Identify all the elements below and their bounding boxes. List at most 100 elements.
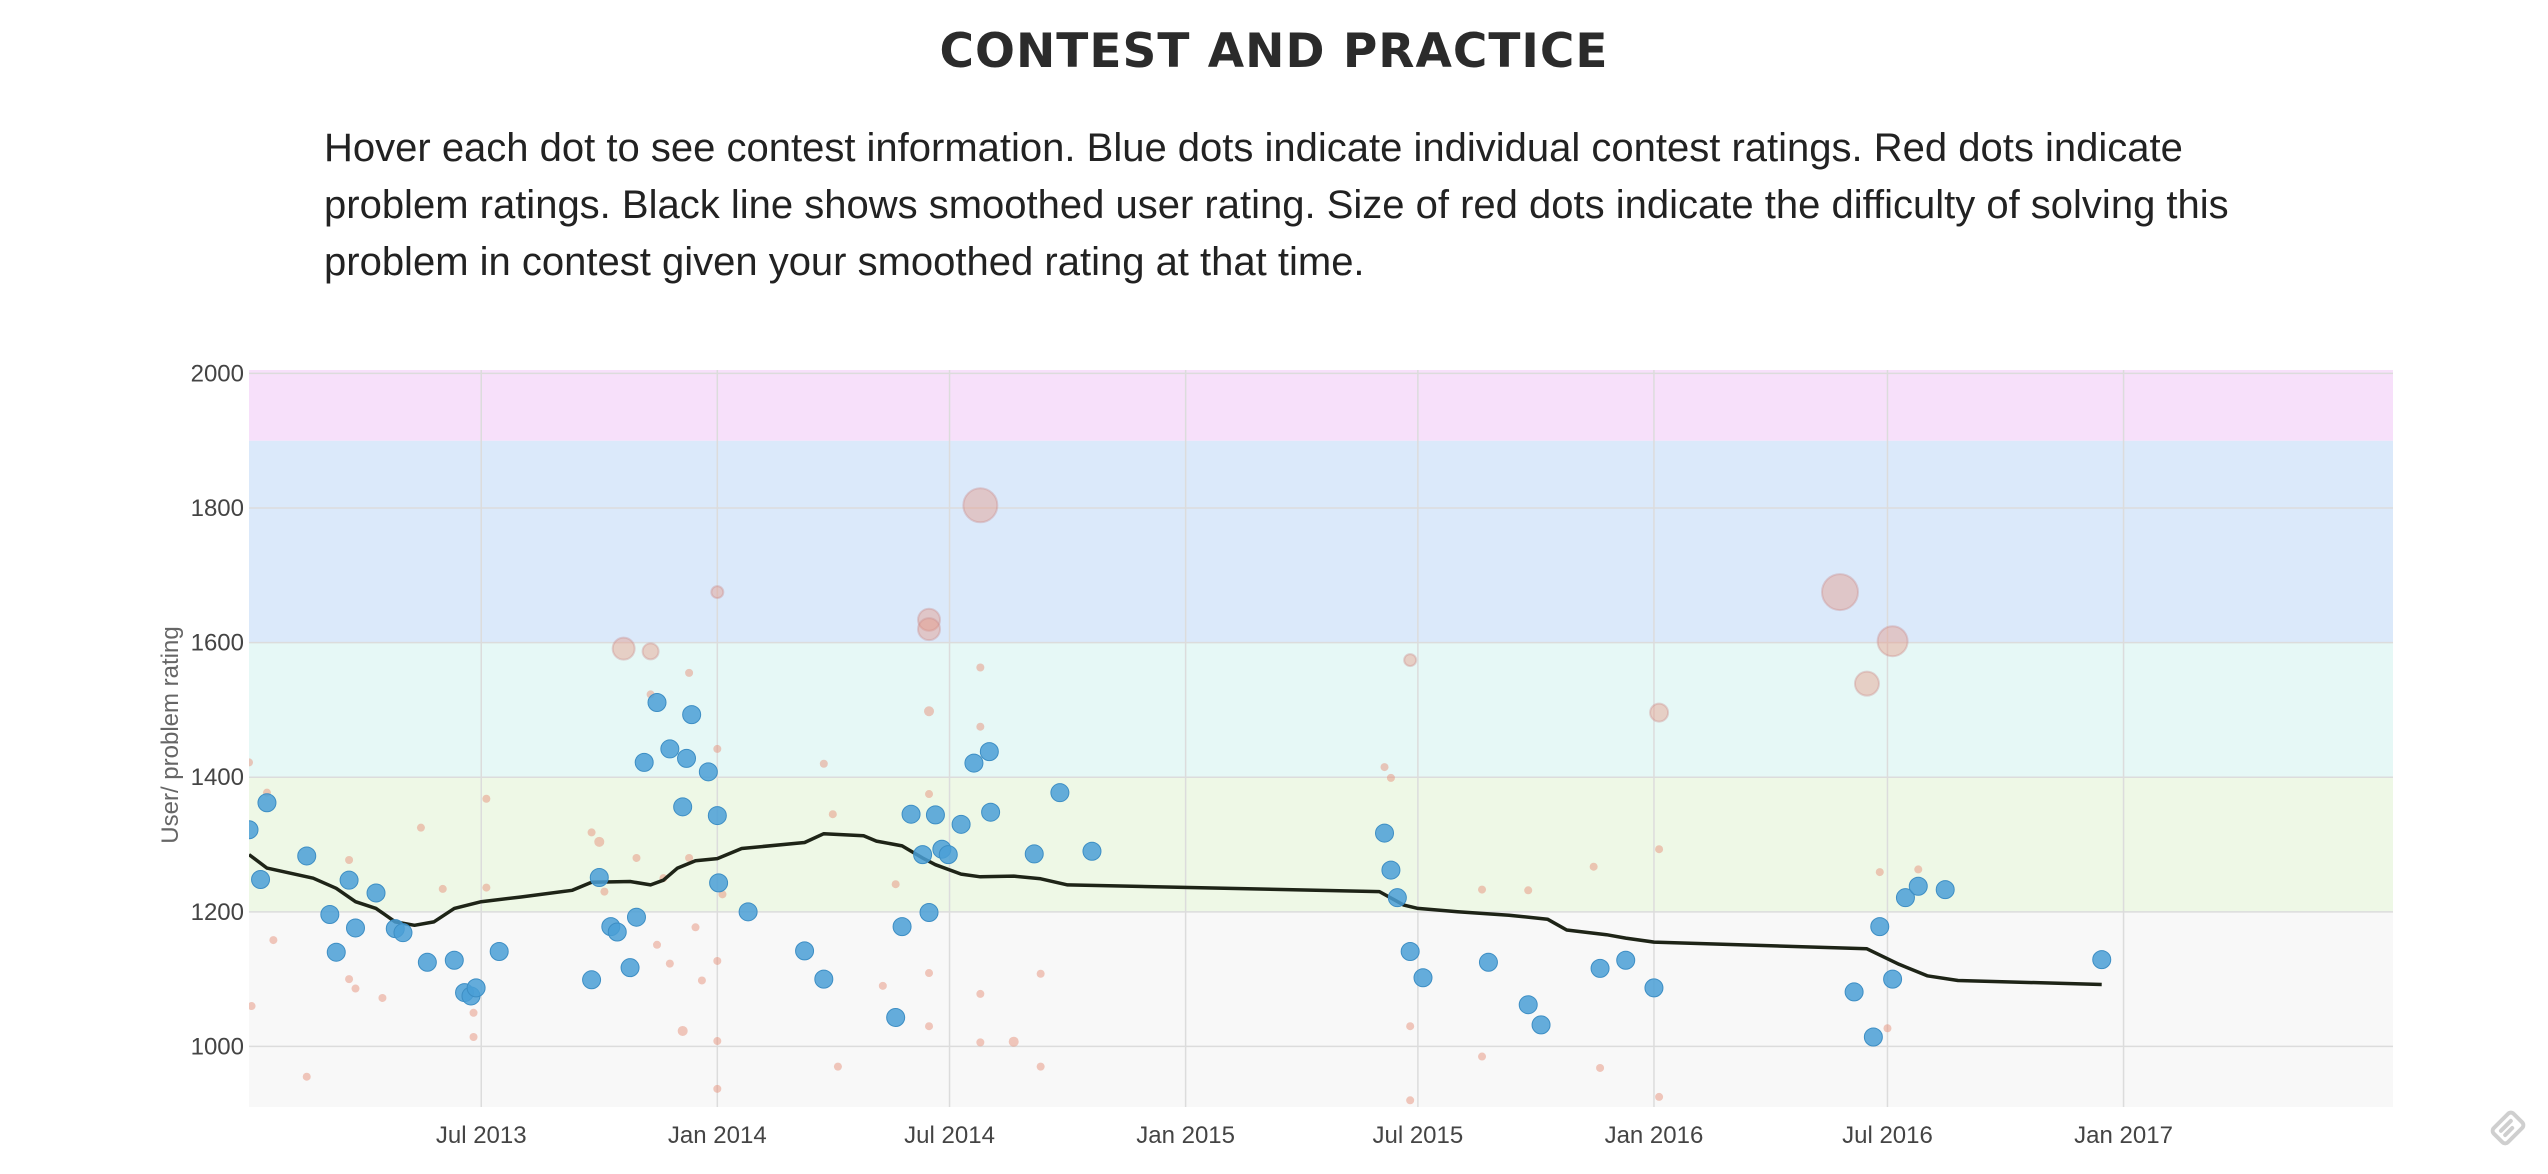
problem-dot[interactable] <box>600 887 609 896</box>
problem-dot[interactable] <box>1655 1092 1664 1101</box>
problem-dot[interactable] <box>1036 969 1045 978</box>
contest-dot[interactable] <box>1844 982 1864 1002</box>
contest-dot[interactable] <box>913 845 933 865</box>
problem-dot[interactable] <box>1853 670 1880 697</box>
problem-dot[interactable] <box>469 1008 478 1017</box>
problem-dot[interactable] <box>587 828 596 837</box>
contest-dot[interactable] <box>677 748 697 768</box>
problem-dot[interactable] <box>632 853 641 862</box>
problem-dot[interactable] <box>1876 625 1909 658</box>
contest-dot[interactable] <box>951 814 971 834</box>
problem-dot[interactable] <box>976 722 985 731</box>
contest-dot[interactable] <box>345 918 365 938</box>
contest-dot[interactable] <box>981 802 1001 822</box>
problem-dot[interactable] <box>594 836 605 847</box>
contest-dot[interactable] <box>251 870 271 890</box>
plotly-logo-icon[interactable] <box>2486 1106 2530 1150</box>
problem-dot[interactable] <box>718 890 727 899</box>
problem-dot[interactable] <box>1524 886 1533 895</box>
contest-dot[interactable] <box>709 873 729 893</box>
problem-dot[interactable] <box>482 883 491 892</box>
contest-dot[interactable] <box>607 922 627 942</box>
contest-dot[interactable] <box>393 923 413 943</box>
contest-dot[interactable] <box>1590 958 1610 978</box>
problem-dot[interactable] <box>1008 1036 1019 1047</box>
problem-dot[interactable] <box>1649 702 1670 723</box>
contest-dot[interactable] <box>626 907 646 927</box>
contest-dot[interactable] <box>925 805 945 825</box>
contest-dot[interactable] <box>1616 950 1636 970</box>
problem-dot[interactable] <box>828 810 837 819</box>
contest-dot[interactable] <box>589 867 609 887</box>
problem-dot[interactable] <box>1036 1062 1045 1071</box>
contest-dot[interactable] <box>1518 995 1538 1015</box>
problem-dot[interactable] <box>351 984 360 993</box>
contest-dot[interactable] <box>326 942 346 962</box>
contest-dot[interactable] <box>1400 942 1420 962</box>
problem-dot[interactable] <box>878 981 887 990</box>
problem-dot[interactable] <box>482 794 491 803</box>
contest-dot[interactable] <box>698 762 718 782</box>
problem-dot[interactable] <box>438 884 447 893</box>
problem-dot[interactable] <box>685 668 694 677</box>
contest-dot[interactable] <box>1908 876 1928 896</box>
problem-dot[interactable] <box>925 969 934 978</box>
problem-dot[interactable] <box>1403 653 1418 668</box>
problem-dot[interactable] <box>925 790 934 799</box>
contest-dot[interactable] <box>1531 1015 1551 1035</box>
problem-dot[interactable] <box>248 1002 256 1011</box>
problem-dot[interactable] <box>925 1022 934 1031</box>
problem-dot[interactable] <box>641 642 660 661</box>
contest-dot[interactable] <box>634 752 654 772</box>
contest-dot[interactable] <box>620 958 640 978</box>
contest-dot[interactable] <box>366 883 386 903</box>
problem-dot[interactable] <box>665 959 674 968</box>
contest-dot[interactable] <box>682 705 702 725</box>
problem-dot[interactable] <box>917 617 942 642</box>
contest-dot[interactable] <box>938 845 958 865</box>
contest-dot[interactable] <box>489 942 509 962</box>
contest-dot[interactable] <box>1935 880 1955 900</box>
contest-dot[interactable] <box>1863 1027 1883 1047</box>
problem-dot[interactable] <box>976 663 985 672</box>
contest-dot[interactable] <box>1413 968 1433 988</box>
contest-dot[interactable] <box>444 950 464 970</box>
contest-dot[interactable] <box>660 739 680 759</box>
contest-dot[interactable] <box>1375 823 1395 843</box>
contest-dot[interactable] <box>466 978 486 998</box>
problem-dot[interactable] <box>245 758 253 767</box>
problem-dot[interactable] <box>378 993 387 1002</box>
problem-dot[interactable] <box>469 1033 478 1042</box>
contest-dot[interactable] <box>1024 844 1044 864</box>
problem-dot[interactable] <box>891 880 900 889</box>
contest-dot[interactable] <box>919 902 939 922</box>
contest-dot[interactable] <box>240 820 259 840</box>
contest-dot[interactable] <box>417 952 437 972</box>
problem-dot[interactable] <box>1380 763 1389 772</box>
problem-dot[interactable] <box>1589 862 1598 871</box>
problem-dot[interactable] <box>819 759 828 768</box>
problem-dot[interactable] <box>713 956 722 965</box>
problem-dot[interactable] <box>1478 1052 1487 1061</box>
problem-dot[interactable] <box>345 855 354 864</box>
contest-dot[interactable] <box>339 870 359 890</box>
problem-dot[interactable] <box>710 585 725 600</box>
problem-dot[interactable] <box>1478 885 1487 894</box>
problem-dot[interactable] <box>713 744 722 753</box>
problem-dot[interactable] <box>1386 773 1395 782</box>
problem-dot[interactable] <box>611 636 636 661</box>
contest-dots[interactable] <box>240 692 2112 1047</box>
contest-dot[interactable] <box>979 742 999 762</box>
problem-dot[interactable] <box>1596 1063 1605 1072</box>
problem-dot[interactable] <box>976 1038 985 1047</box>
contest-dot[interactable] <box>647 692 667 712</box>
contest-dot[interactable] <box>2092 950 2112 970</box>
problem-dot[interactable] <box>1655 845 1664 854</box>
problem-dot[interactable] <box>691 923 700 932</box>
problem-dot[interactable] <box>833 1062 842 1071</box>
contest-dot[interactable] <box>1478 952 1498 972</box>
problem-dot[interactable] <box>345 975 354 984</box>
contest-dot[interactable] <box>707 806 727 826</box>
problem-dot[interactable] <box>1875 868 1884 877</box>
contest-dot[interactable] <box>297 846 317 866</box>
